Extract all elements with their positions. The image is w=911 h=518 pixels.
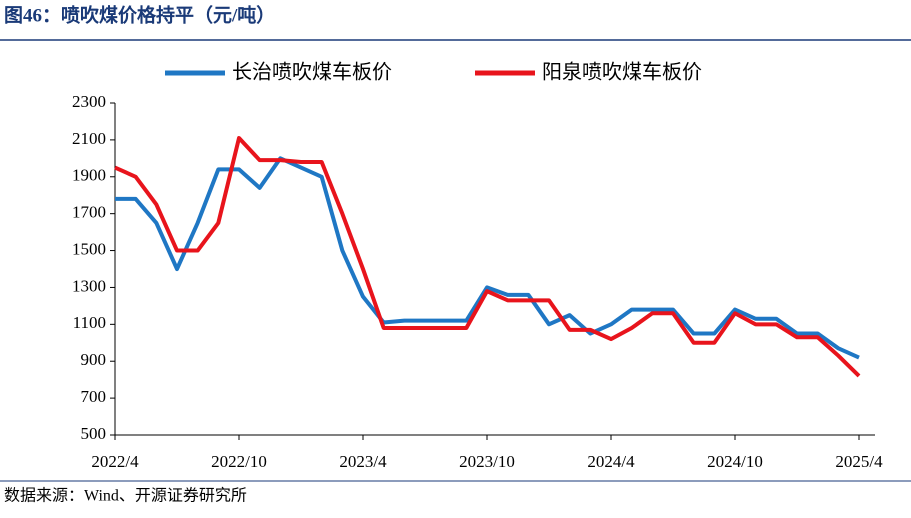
legend-label: 阳泉喷吹煤车板价 xyxy=(542,61,702,84)
y-tick-label: 900 xyxy=(81,350,107,369)
series-line xyxy=(114,136,861,378)
y-tick-label: 2300 xyxy=(72,92,106,111)
y-tick-label: 1700 xyxy=(72,203,106,222)
y-tick-label: 1500 xyxy=(72,239,106,258)
x-tick-label: 2022/10 xyxy=(211,452,267,471)
y-tick-label: 2100 xyxy=(72,129,106,148)
y-tick-label: 1100 xyxy=(73,313,106,332)
x-tick-label: 2023/10 xyxy=(459,452,515,471)
chart-title: 图46：喷吹煤价格持平（元/吨） xyxy=(4,3,275,26)
x-tick-label: 2022/4 xyxy=(91,452,139,471)
y-tick-label: 1900 xyxy=(72,166,106,185)
x-tick-label: 2025/4 xyxy=(835,452,883,471)
y-tick-label: 700 xyxy=(81,387,107,406)
x-tick-label: 2023/4 xyxy=(339,452,387,471)
x-tick-label: 2024/10 xyxy=(707,452,763,471)
x-tick-label: 2024/4 xyxy=(587,452,635,471)
y-tick-label: 500 xyxy=(81,424,107,443)
source-note: 数据来源：Wind、开源证券研究所 xyxy=(4,487,247,505)
legend-label: 长治喷吹煤车板价 xyxy=(232,61,392,84)
y-tick-label: 1300 xyxy=(72,276,106,295)
series-line xyxy=(115,156,860,360)
